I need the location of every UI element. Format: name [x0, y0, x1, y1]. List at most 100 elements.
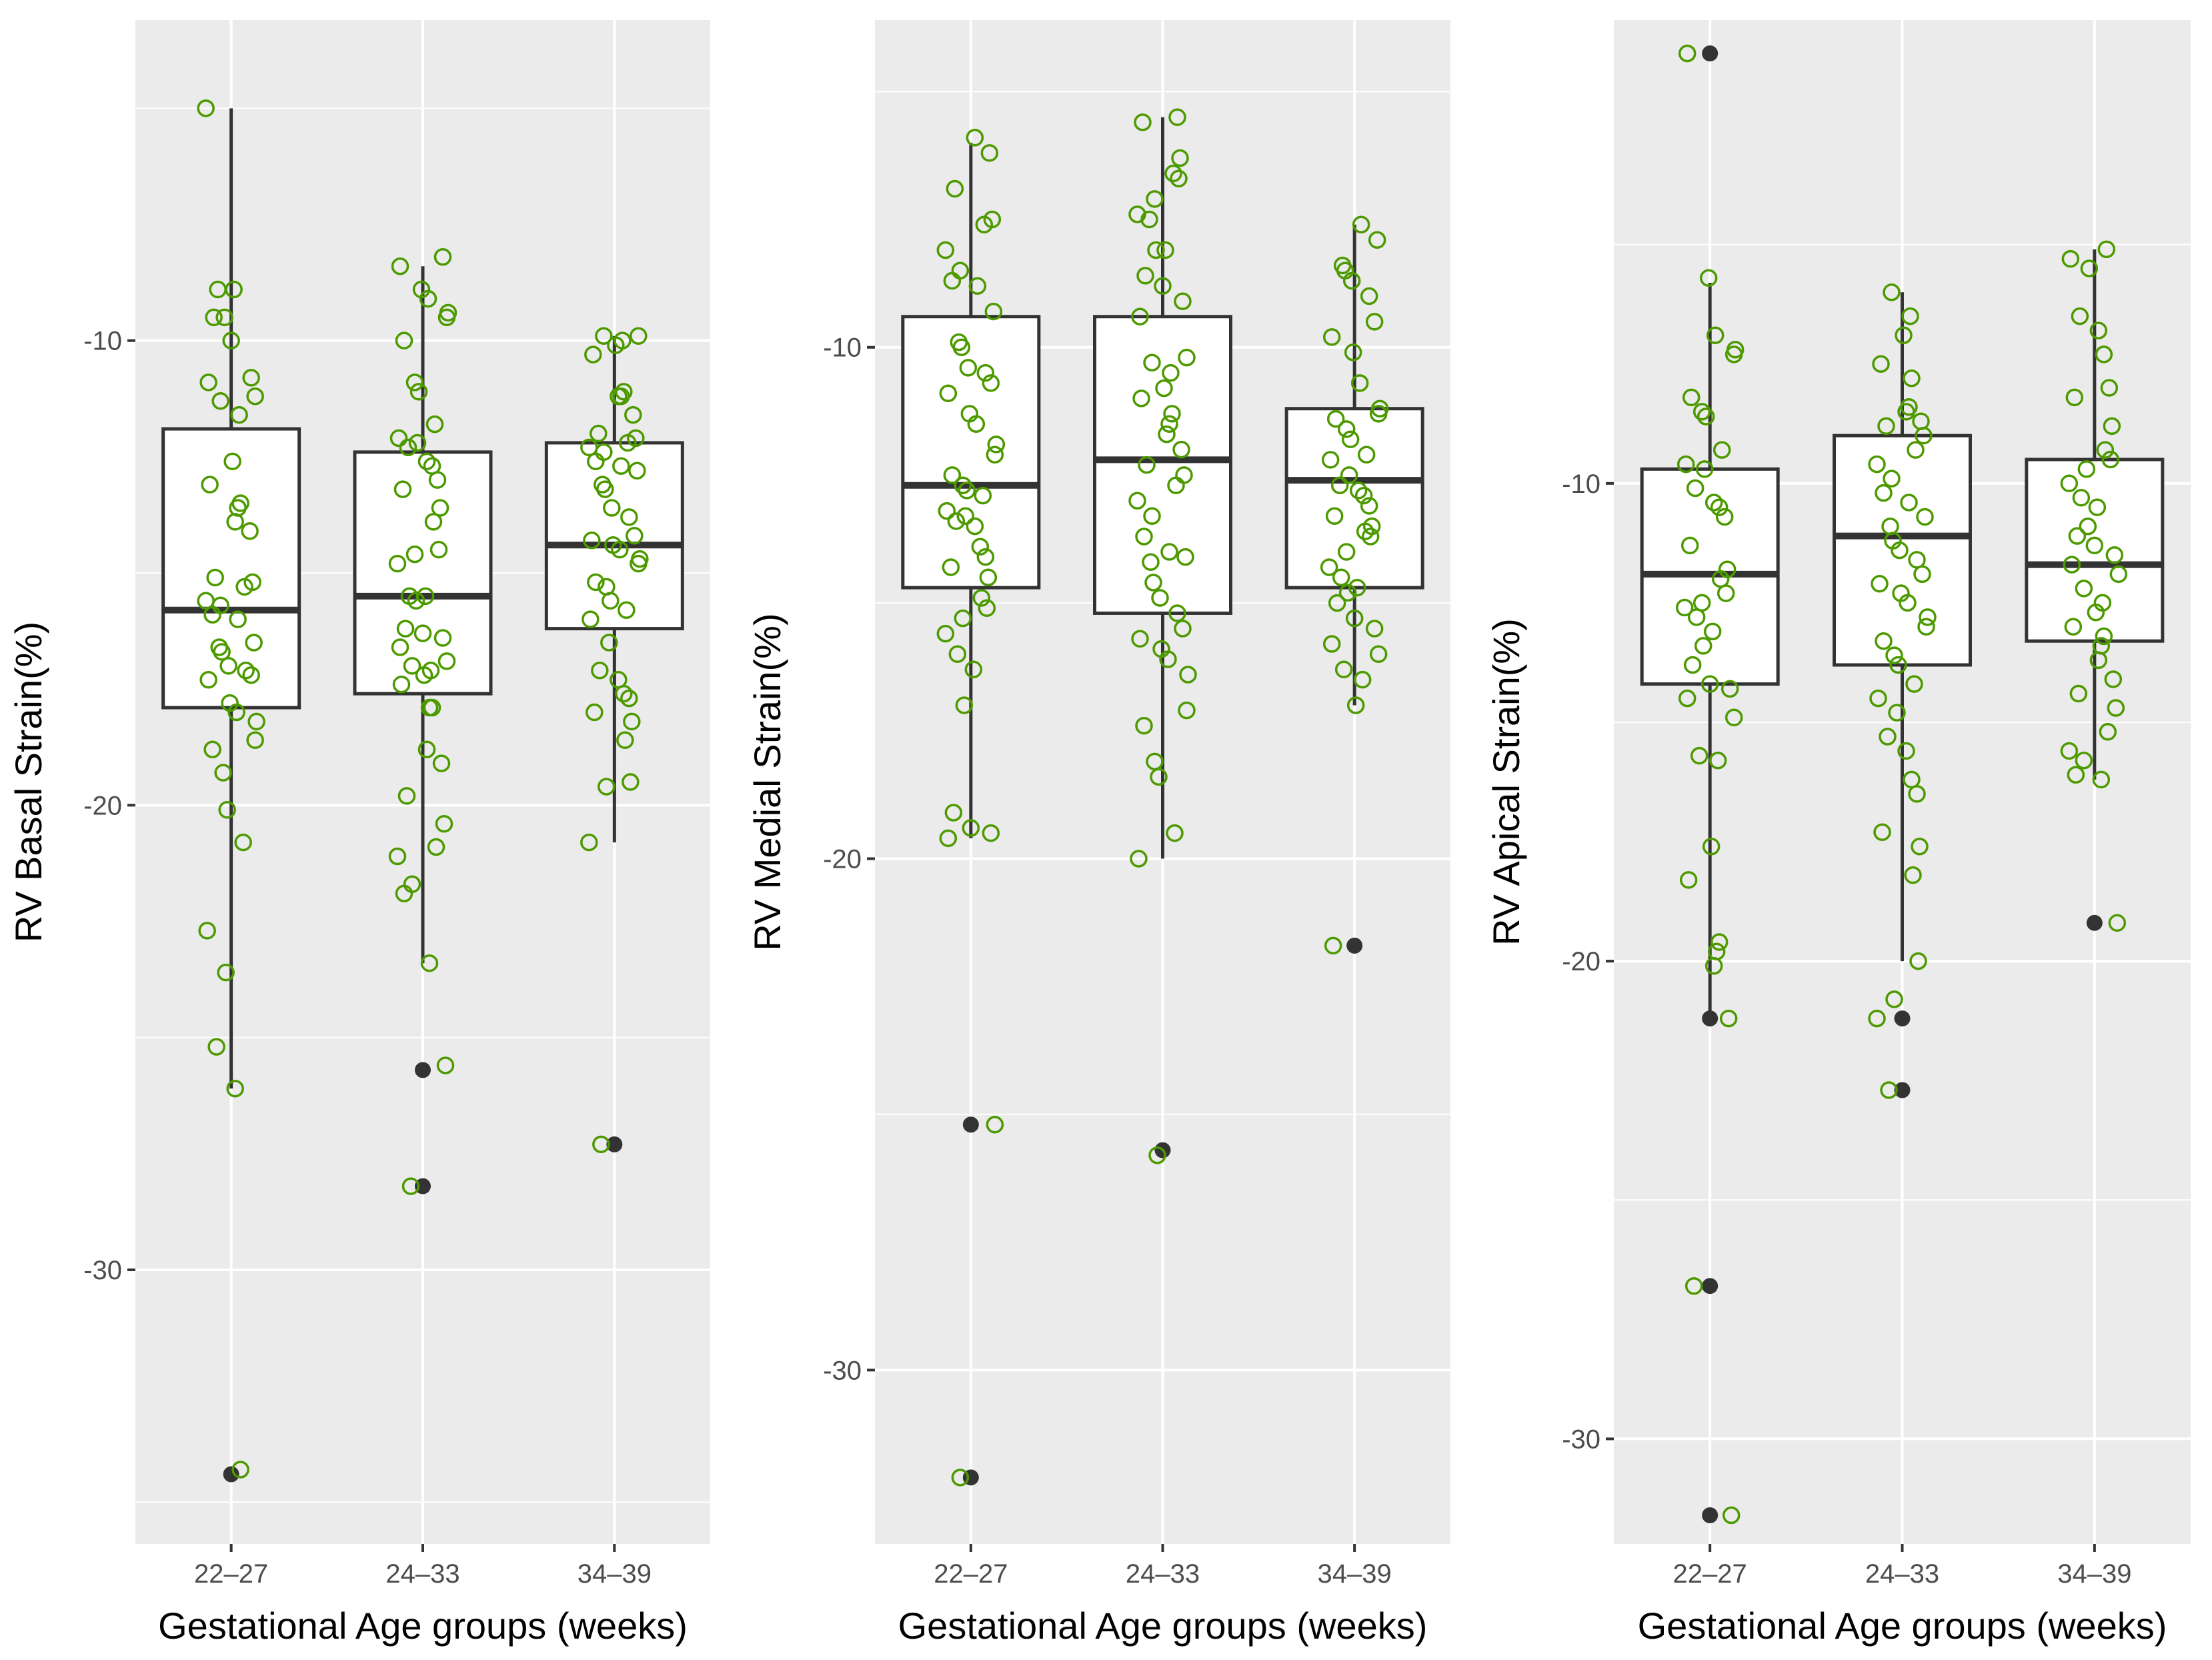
data-point	[1328, 594, 1346, 612]
data-point	[1683, 656, 1702, 674]
data-point	[943, 466, 962, 484]
data-point	[1164, 164, 1182, 183]
data-point	[1695, 460, 1714, 478]
data-point	[2080, 259, 2099, 277]
data-point	[1868, 1009, 1886, 1028]
x-tick-label: 24–33	[1126, 1559, 1200, 1589]
data-point	[1128, 492, 1146, 510]
data-point	[2085, 536, 2104, 555]
data-point	[1148, 1146, 1166, 1164]
data-point	[1160, 415, 1178, 434]
x-tick-label: 34–39	[1318, 1559, 1392, 1589]
x-axis-title: Gestational Age groups (weeks)	[158, 1605, 688, 1647]
x-axis-title: Gestational Age groups (weeks)	[1638, 1605, 2167, 1647]
data-point	[1140, 210, 1158, 229]
data-point	[403, 657, 421, 675]
data-point	[230, 405, 248, 424]
outlier-point	[415, 1062, 431, 1078]
data-point	[1144, 574, 1162, 592]
data-point	[2065, 388, 2084, 407]
data-point	[1361, 528, 1380, 546]
data-point	[433, 248, 452, 266]
data-point	[1179, 666, 1197, 684]
box	[544, 441, 684, 631]
data-point	[427, 838, 445, 856]
data-point	[1176, 548, 1194, 566]
data-point	[393, 480, 412, 498]
data-point	[1901, 307, 1919, 325]
data-point	[1904, 866, 1922, 884]
data-point	[1353, 670, 1372, 689]
box	[1093, 315, 1232, 615]
x-tick-label: 34–39	[578, 1559, 652, 1589]
data-point	[405, 545, 424, 564]
x-axis-title: Gestational Age groups (weeks)	[898, 1605, 1428, 1647]
data-point	[1697, 407, 1715, 426]
data-point	[1163, 405, 1181, 423]
data-point	[1154, 277, 1172, 295]
data-point	[1722, 1506, 1741, 1525]
box	[1833, 434, 1972, 667]
data-point	[622, 773, 640, 791]
data-point	[1905, 675, 1923, 693]
data-point	[976, 548, 995, 566]
data-point	[2099, 723, 2117, 741]
data-point	[2071, 307, 2089, 325]
y-tick-label: -10	[1562, 470, 1600, 499]
data-point	[1885, 646, 1903, 664]
data-point	[952, 338, 971, 356]
data-point	[612, 457, 630, 476]
data-point	[201, 476, 219, 494]
y-axis-title: RV Medial Strain(%)	[746, 613, 788, 950]
data-point	[979, 568, 998, 587]
data-point	[939, 829, 958, 848]
data-point	[600, 634, 618, 652]
data-point	[1171, 149, 1189, 167]
data-point	[241, 522, 259, 540]
outlier-point	[962, 1116, 979, 1133]
data-point	[1178, 348, 1196, 367]
data-point	[587, 452, 605, 471]
x-tick-label: 24–33	[385, 1559, 459, 1589]
data-point	[205, 308, 223, 327]
data-point	[619, 434, 637, 452]
data-point	[583, 531, 601, 550]
data-point	[620, 689, 638, 708]
data-point	[580, 833, 598, 852]
data-point	[1369, 645, 1388, 664]
data-point	[1911, 837, 1929, 856]
data-point	[1705, 494, 1723, 512]
data-point	[954, 609, 972, 628]
data-point	[419, 289, 437, 308]
outlier-point	[1702, 1507, 1719, 1524]
data-point	[1919, 608, 1937, 626]
data-point	[1322, 328, 1341, 346]
data-point	[1897, 742, 1915, 760]
data-point	[986, 446, 1004, 464]
data-point	[598, 778, 616, 796]
data-point	[972, 589, 991, 607]
data-point	[1694, 637, 1713, 655]
data-point	[203, 606, 221, 624]
data-point	[395, 884, 413, 902]
data-point	[1167, 476, 1185, 495]
data-point	[223, 452, 241, 471]
data-point	[1885, 990, 1903, 1008]
data-point	[936, 624, 955, 643]
data-point	[584, 345, 602, 363]
data-point	[1686, 479, 1705, 498]
outlier-point	[1346, 937, 1363, 954]
data-point	[1880, 1081, 1898, 1099]
data-point	[2097, 240, 2116, 259]
data-point	[946, 179, 964, 198]
data-point	[939, 384, 958, 402]
data-point	[199, 373, 217, 391]
data-point	[2061, 249, 2080, 268]
data-point	[592, 1135, 610, 1154]
data-point	[1365, 313, 1384, 331]
data-point	[630, 327, 648, 345]
data-point	[628, 462, 646, 480]
data-point	[967, 415, 986, 434]
data-point	[2100, 379, 2119, 397]
apical-strain-panel: -10 -20 -30 22–27 24–33 34–39 Gestational Age …	[1485, 20, 2191, 1647]
